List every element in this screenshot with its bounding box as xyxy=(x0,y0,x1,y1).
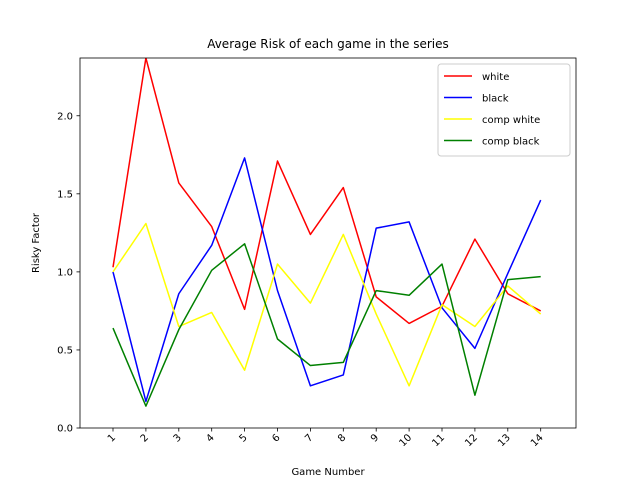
axes-frame xyxy=(79,57,577,429)
legend-label: comp black xyxy=(482,137,540,148)
x-tick-label: 14 xyxy=(529,432,546,449)
legend-box xyxy=(437,63,571,157)
x-tick-label: 8 xyxy=(336,432,348,444)
series-line-black xyxy=(112,157,542,403)
series-line-white xyxy=(112,58,542,325)
x-tick-label: 13 xyxy=(496,432,513,449)
y-axis-label: Risky Factor xyxy=(31,212,42,273)
x-tick-label: 10 xyxy=(397,432,414,449)
legend: white black comp white comp black xyxy=(437,63,571,157)
y-tick-label: 2.0 xyxy=(57,111,73,122)
x-tick-label: 3 xyxy=(172,432,184,444)
x-tick-label: 5 xyxy=(237,432,249,444)
y-tick-label: 1.0 xyxy=(57,267,73,278)
legend-label: comp white xyxy=(482,115,540,126)
x-tick-label: 2 xyxy=(139,432,151,444)
x-axis-label: Game Number xyxy=(291,467,365,478)
x-tick-label: 4 xyxy=(205,432,217,444)
x-tick-label: 9 xyxy=(369,432,381,444)
x-tick-label: 12 xyxy=(463,432,480,449)
y-tick-label: 1.5 xyxy=(57,189,73,200)
y-tick-label: 0.5 xyxy=(57,345,73,356)
y-tick-label: 0.0 xyxy=(57,424,73,435)
legend-label: black xyxy=(482,94,509,105)
x-tick-label: 11 xyxy=(430,432,447,449)
x-tick-label: 7 xyxy=(303,432,315,444)
legend-label: white xyxy=(482,72,509,83)
series-line-comp-black xyxy=(112,243,541,407)
chart-title: Average Risk of each game in the series xyxy=(207,37,449,51)
series-line-comp-white xyxy=(112,222,542,387)
x-tick-label: 1 xyxy=(106,432,118,444)
x-tick-label: 6 xyxy=(270,432,282,444)
